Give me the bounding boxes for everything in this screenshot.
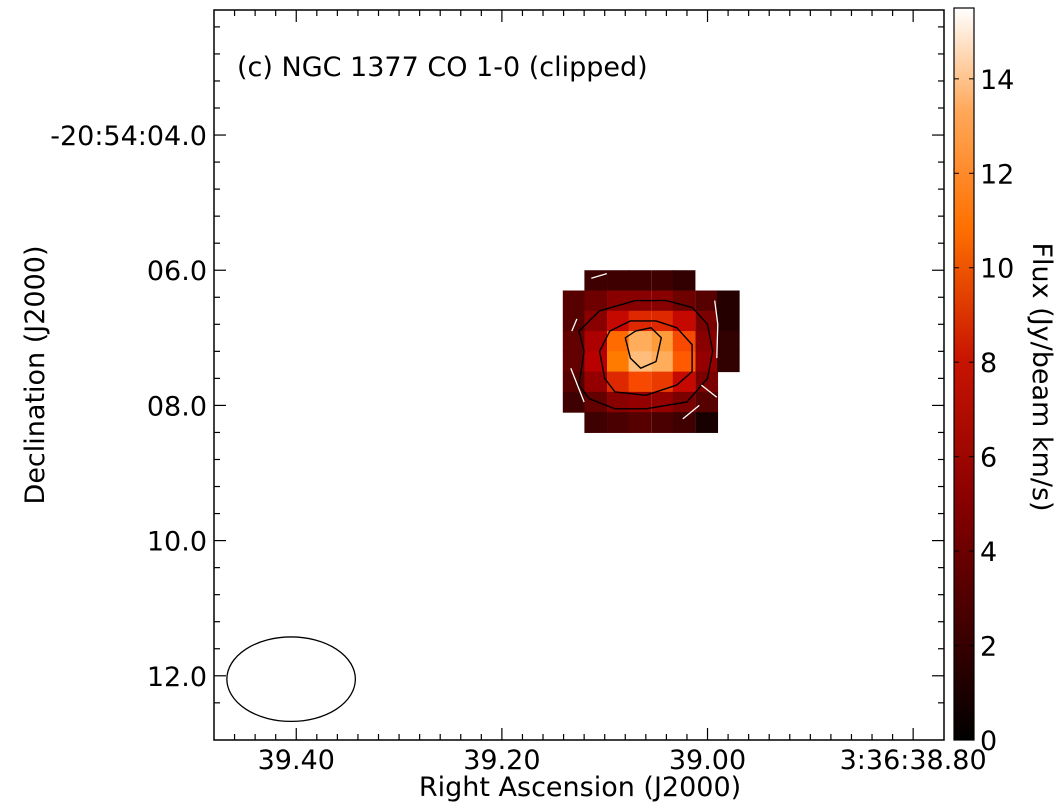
flux-pixel — [584, 270, 608, 292]
colorbar-tick-label: 10 — [980, 254, 1014, 285]
x-tick-labels: 39.40 39.20 39.00 3:36:38.80 — [258, 745, 987, 776]
flux-pixel — [628, 270, 652, 292]
flux-pixel — [607, 290, 630, 312]
flux-pixel — [628, 412, 652, 433]
flux-pixel — [672, 270, 696, 292]
colorbar-tick-label: 6 — [980, 443, 997, 474]
x-tick-label: 39.00 — [669, 745, 746, 776]
colorbar-ticks: 0 2 4 6 8 10 12 14 — [954, 65, 1014, 757]
flux-pixel — [672, 331, 696, 352]
flux-pixel — [562, 351, 586, 373]
flux-pixel — [695, 371, 719, 393]
flux-pixel — [607, 351, 630, 373]
flux-pixel — [607, 391, 630, 413]
flux-pixel — [607, 310, 630, 332]
flux-pixel — [672, 351, 696, 373]
y-tick-label: 08.0 — [147, 391, 207, 422]
flux-pixel — [628, 331, 652, 352]
flux-pixel — [651, 310, 674, 332]
colorbar-tick-label: 4 — [980, 537, 997, 568]
flux-pixel — [651, 270, 674, 292]
noise-contour — [714, 300, 719, 359]
flux-pixel — [607, 270, 630, 292]
panel-title: (c) NGC 1377 CO 1-0 (clipped) — [237, 52, 648, 83]
x-tick-label: 39.40 — [258, 745, 335, 776]
flux-pixel — [651, 391, 674, 413]
flux-pixel — [695, 310, 719, 332]
y-tick-label: 10.0 — [147, 527, 207, 558]
colorbar-tick-label: 8 — [980, 348, 997, 379]
y-tick-labels: -20:54:04.0 06.0 08.0 10.0 12.0 — [50, 121, 207, 693]
noise-contour — [571, 318, 578, 332]
flux-pixel — [651, 331, 674, 352]
flux-contours — [578, 299, 714, 410]
noise-contours — [570, 272, 719, 420]
flux-pixel — [651, 412, 674, 433]
flux-pixel — [717, 351, 740, 373]
colorbar — [953, 7, 975, 741]
y-axis-title: Declination (J2000) — [20, 246, 51, 505]
flux-pixel — [672, 412, 696, 433]
flux-pixel — [695, 351, 719, 373]
flux-pixel — [584, 310, 608, 332]
flux-pixel — [695, 391, 719, 413]
flux-pixel — [628, 391, 652, 413]
noise-contour — [570, 367, 585, 403]
flux-pixel — [562, 310, 586, 332]
flux-pixel — [607, 331, 630, 352]
flux-pixel — [717, 310, 740, 332]
contour-middle — [598, 320, 693, 396]
flux-pixel — [562, 391, 586, 413]
flux-pixel — [672, 310, 696, 332]
flux-pixel — [562, 290, 586, 312]
flux-pixel — [695, 290, 719, 312]
flux-pixel — [717, 331, 740, 352]
noise-contour — [700, 384, 718, 398]
flux-pixel — [584, 290, 608, 312]
flux-pixel — [584, 391, 608, 413]
contour-inner — [624, 327, 662, 369]
flux-pixel — [607, 371, 630, 393]
y-tick-label: 06.0 — [147, 256, 207, 287]
noise-contour — [591, 272, 607, 279]
y-tick-label: -20:54:04.0 — [50, 121, 207, 152]
colorbar-title: Flux (Jy/beam km/s) — [1026, 242, 1057, 511]
flux-pixel — [607, 412, 630, 433]
y-tick-label: 12.0 — [147, 662, 207, 693]
flux-pixel — [584, 351, 608, 373]
flux-pixel — [695, 331, 719, 352]
colorbar-tick-label: 12 — [980, 159, 1014, 190]
colorbar-tick-label: 14 — [980, 65, 1014, 96]
flux-pixel — [584, 412, 608, 433]
axis-ticks — [214, 10, 944, 740]
plot-frame — [213, 9, 945, 741]
x-axis-title: Right Ascension (J2000) — [419, 772, 741, 803]
noise-contour — [682, 404, 700, 420]
colorbar-tick-label: 0 — [980, 726, 997, 757]
beam-ellipse — [226, 636, 357, 723]
flux-pixel — [628, 351, 652, 373]
contour-outer — [578, 299, 714, 410]
x-tick-label: 39.20 — [463, 745, 540, 776]
flux-pixel — [584, 371, 608, 393]
x-tick-label: 3:36:38.80 — [840, 745, 987, 776]
flux-pixel — [717, 290, 740, 312]
flux-pixel — [584, 331, 608, 352]
colorbar-tick-label: 2 — [980, 632, 997, 663]
flux-pixel — [695, 412, 719, 433]
flux-pixel — [628, 371, 652, 393]
flux-pixel — [672, 371, 696, 393]
